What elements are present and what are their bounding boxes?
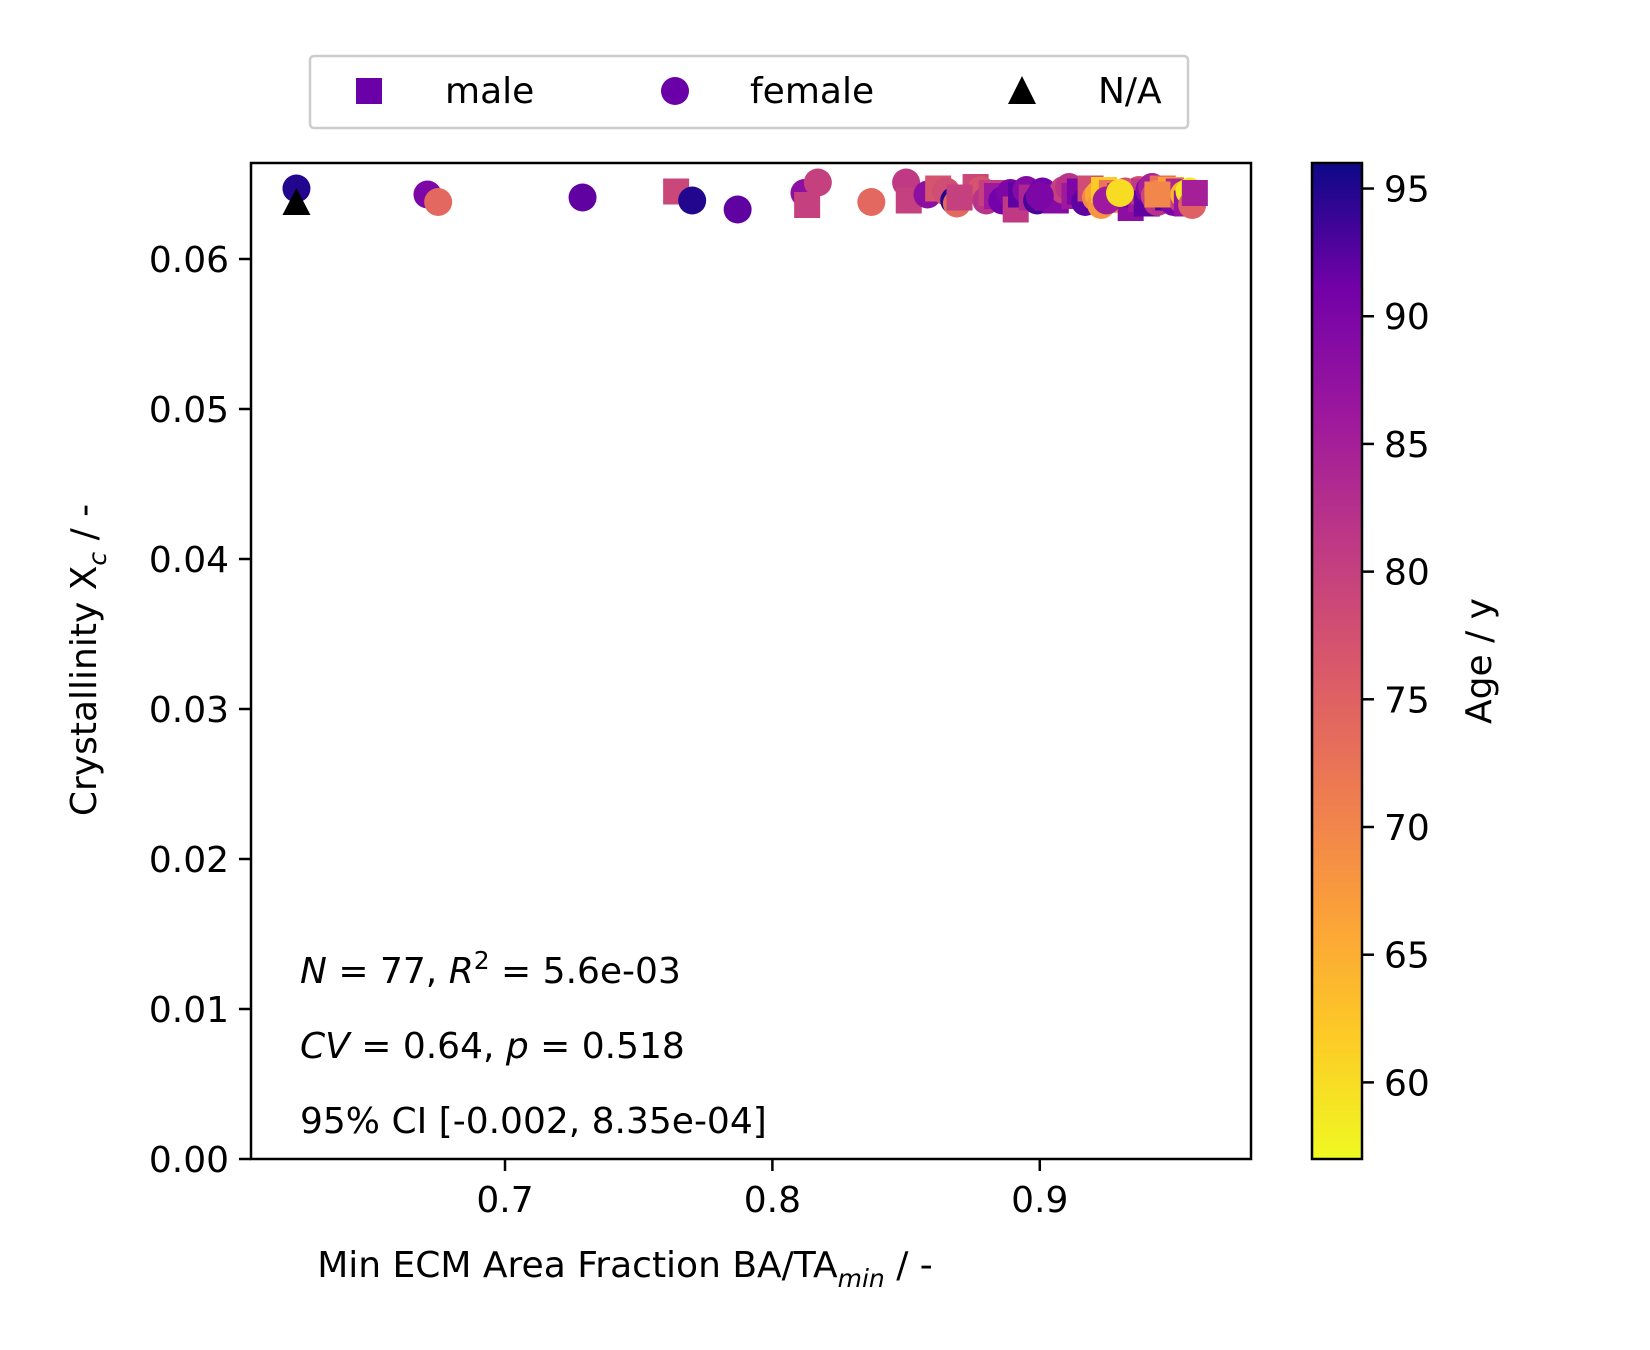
data-point-female [857, 188, 886, 216]
data-point-female [424, 188, 453, 216]
y-axis-label: Crystallinity Xc / - [64, 504, 112, 816]
data-point-na [282, 188, 311, 215]
data-point-male [1181, 180, 1208, 206]
plot-frame [249, 161, 1253, 1161]
colorbar-label: Age / y [1459, 598, 1500, 724]
x-axis-label: Min ECM Area Fraction BA/TAmin / - [317, 1245, 933, 1293]
colorbar-tick-label: 95 [1384, 170, 1430, 211]
x-tick-label: 0.7 [476, 1180, 533, 1221]
y-tick-label: 0.06 [149, 240, 229, 281]
colorbar-tick-label: 75 [1384, 680, 1430, 721]
y-axis: 0.00 0.01 0.02 0.03 0.04 0.05 0.06 [149, 240, 251, 1181]
annotation-n-r2: N = 77, R2 = 5.6e-03 [300, 946, 681, 992]
data-point-female [803, 168, 832, 197]
colorbar-ticks: 60 65 70 75 80 85 90 95 [1362, 170, 1430, 1104]
y-tick-label: 0.03 [149, 690, 229, 731]
colorbar-tick-label: 85 [1384, 425, 1430, 466]
data-point-female [1025, 182, 1054, 210]
y-tick-label: 0.05 [149, 390, 229, 431]
x-tick-label: 0.9 [1011, 1180, 1068, 1221]
data-point-female [723, 195, 752, 224]
data-points [282, 168, 1208, 224]
legend-label-na: N/A [1098, 71, 1162, 112]
colorbar-tick-label: 70 [1384, 808, 1430, 849]
data-point-female [1105, 179, 1134, 207]
colorbar-tick-label: 60 [1384, 1063, 1430, 1104]
data-point-male [946, 184, 973, 211]
x-tick-label: 0.8 [744, 1180, 801, 1221]
legend-marker-na [1008, 76, 1036, 104]
y-tick-label: 0.01 [149, 990, 229, 1031]
data-point-female [568, 183, 597, 212]
legend: male female N/A [308, 54, 1190, 130]
data-point-female [678, 186, 707, 215]
legend-label-male: male [445, 71, 534, 112]
colorbar [1310, 161, 1364, 1161]
annotation-ci: 95% CI [-0.002, 8.35e-04] [300, 1101, 767, 1142]
legend-marker-male [356, 78, 382, 104]
y-tick-label: 0.02 [149, 840, 229, 881]
annotation-cv-p: CV = 0.64, p = 0.518 [300, 1026, 685, 1067]
colorbar-tick-label: 65 [1384, 936, 1430, 977]
legend-marker-female [661, 77, 689, 105]
legend-label-female: female [750, 71, 874, 112]
legend-frame [308, 54, 1190, 130]
data-point-male [1144, 181, 1171, 208]
y-tick-label: 0.00 [149, 1140, 229, 1181]
y-tick-label: 0.04 [149, 540, 229, 581]
colorbar-tick-label: 80 [1384, 553, 1430, 594]
x-axis: 0.7 0.8 0.9 [476, 1159, 1068, 1221]
colorbar-tick-label: 90 [1384, 297, 1430, 338]
